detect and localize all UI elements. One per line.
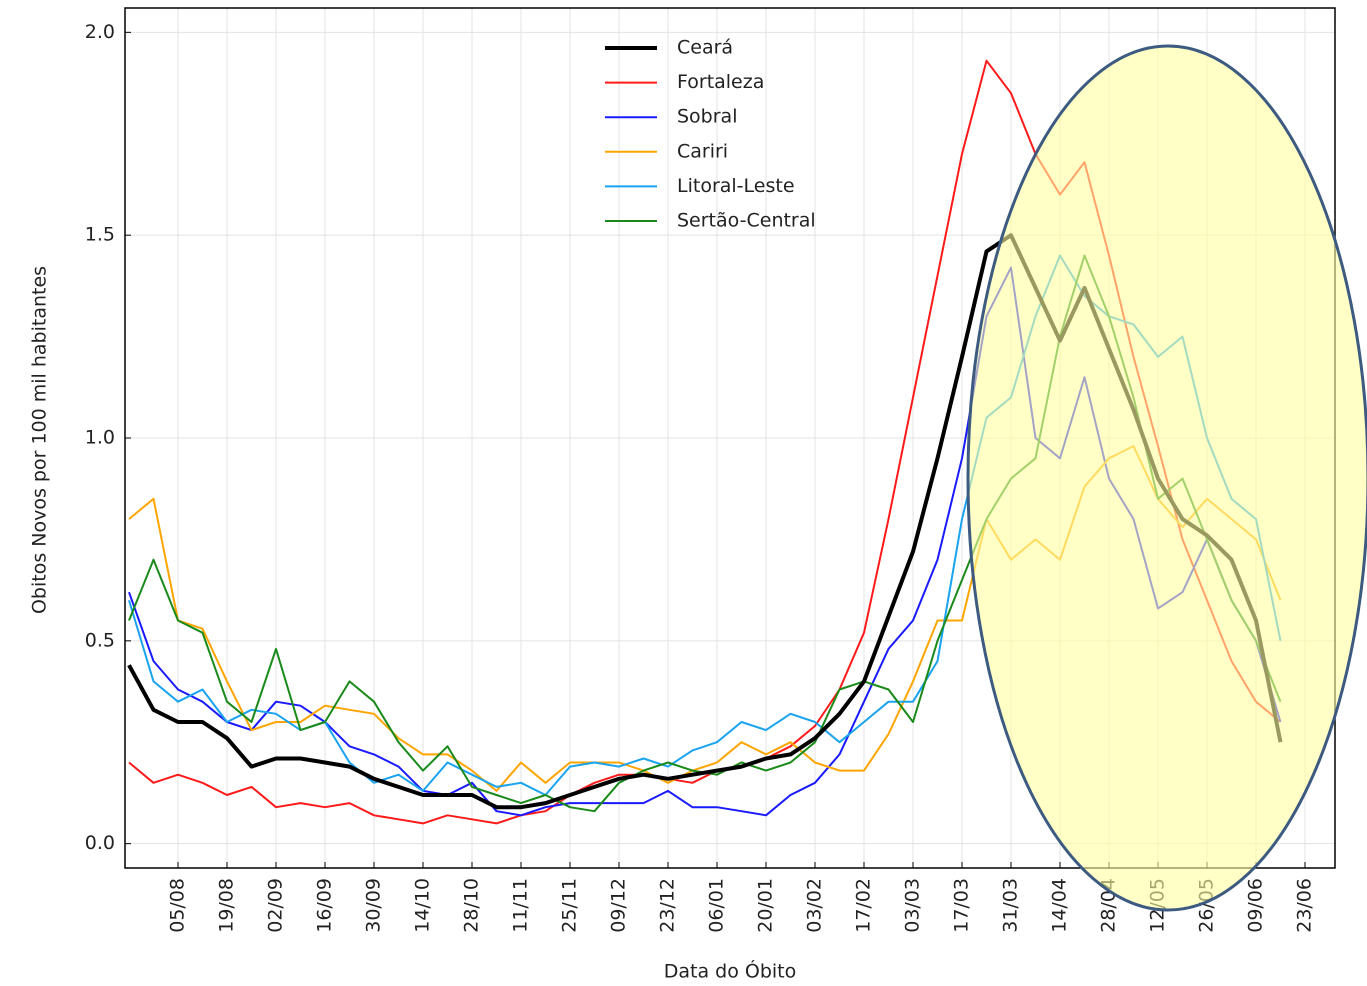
x-tick-label: 14/04 [1049,878,1071,933]
x-tick-label: 30/09 [363,878,385,933]
x-tick-label: 19/08 [216,878,238,933]
y-tick-label: 0.5 [85,629,115,651]
y-tick-label: 0.0 [85,832,115,854]
x-axis-label: Data do Óbito [664,959,797,983]
y-tick-label: 1.5 [85,224,115,246]
y-axis-label: Obitos Novos por 100 mil habitantes [29,266,51,614]
x-tick-label: 28/10 [461,878,483,933]
legend-label: Cariri [677,140,728,162]
y-tick-label: 1.0 [85,427,115,449]
x-tick-label: 03/02 [804,878,826,933]
x-tick-label: 05/08 [167,878,189,933]
y-tick-label: 2.0 [85,21,115,43]
x-tick-label: 11/11 [510,878,532,933]
highlight-ellipse [966,44,1367,912]
x-tick-label: 09/12 [608,878,630,933]
x-tick-label: 09/06 [1245,878,1267,933]
x-tick-label: 23/06 [1294,878,1316,933]
x-tick-label: 03/03 [902,878,924,933]
legend-label: Litoral-Leste [677,175,795,197]
x-tick-label: 17/02 [853,878,875,933]
legend-label: Ceará [677,37,733,59]
x-tick-label: 17/03 [951,878,973,933]
x-tick-label: 20/01 [755,878,777,933]
x-tick-label: 25/11 [559,878,581,933]
x-tick-label: 23/12 [657,878,679,933]
legend-label: Fortaleza [677,71,764,93]
x-tick-label: 06/01 [706,878,728,933]
legend-label: Sertão-Central [677,210,816,232]
x-tick-label: 16/09 [314,878,336,933]
x-tick-label: 02/09 [265,878,287,933]
legend-label: Sobral [677,106,737,128]
x-tick-label: 31/03 [1000,878,1022,933]
x-tick-label: 14/10 [412,878,434,933]
